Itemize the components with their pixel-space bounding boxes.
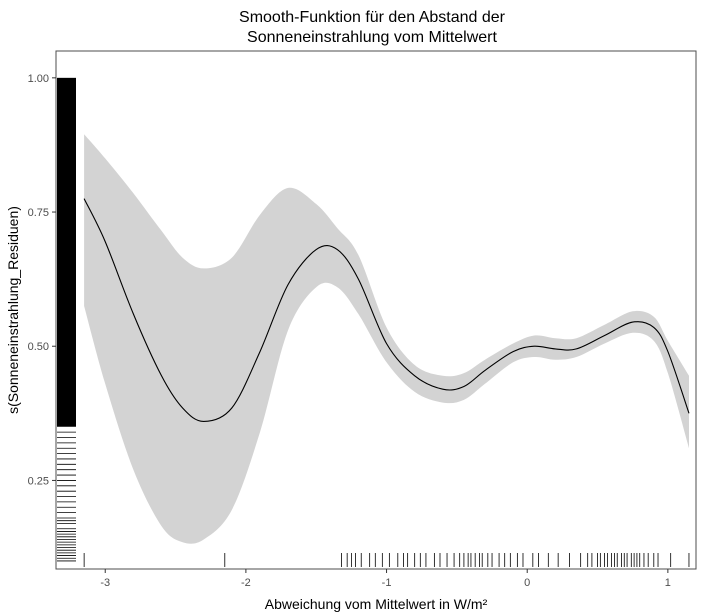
y-tick-label: 0.25 bbox=[28, 475, 49, 487]
chart-title-line-1: Smooth-Funktion für den Abstand der bbox=[239, 9, 506, 26]
x-axis: -3 -2 -1 0 1 bbox=[100, 569, 671, 589]
rug-y-dense-block bbox=[57, 77, 76, 427]
chart-title-line-2: Sonneneinstrahlung vom Mittelwert bbox=[247, 29, 497, 46]
x-tick-label: -2 bbox=[241, 577, 251, 589]
panel-border bbox=[55, 50, 697, 570]
y-tick-label: 0.75 bbox=[28, 207, 49, 219]
x-tick-label: -1 bbox=[382, 577, 392, 589]
x-tick-label: 1 bbox=[665, 577, 671, 589]
y-axis: 0.25 0.50 0.75 1.00 bbox=[28, 73, 56, 487]
x-tick-label: -3 bbox=[100, 577, 110, 589]
x-axis-label: Abweichung vom Mittelwert in W/m² bbox=[265, 596, 488, 612]
confidence-band-layer bbox=[84, 134, 690, 544]
y-axis-label: s(Sonneneinstrahlung_Residuen) bbox=[5, 206, 21, 414]
rug-layer bbox=[57, 77, 690, 567]
y-tick-label: 0.50 bbox=[28, 341, 49, 353]
smooth-line-layer bbox=[83, 198, 690, 422]
y-tick-label: 1.00 bbox=[28, 73, 49, 85]
confidence-band bbox=[84, 134, 690, 544]
x-tick-label: 0 bbox=[524, 577, 530, 589]
smooth-line bbox=[83, 198, 690, 422]
